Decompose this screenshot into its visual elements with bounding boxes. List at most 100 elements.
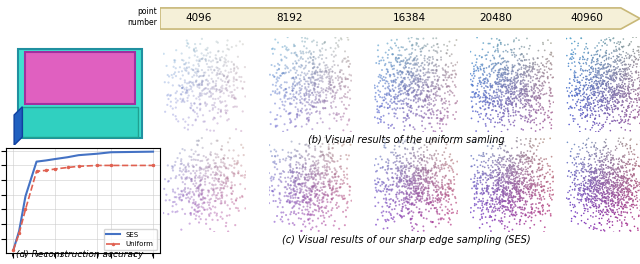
Point <box>431 84 442 89</box>
Point <box>529 107 539 111</box>
Point <box>375 189 385 193</box>
Point <box>527 69 538 74</box>
Point <box>565 105 575 109</box>
Point <box>540 175 550 179</box>
Point <box>513 165 524 169</box>
Point <box>299 92 309 96</box>
Point <box>513 197 524 202</box>
Point <box>499 114 509 118</box>
Point <box>331 187 341 191</box>
Point <box>479 77 489 81</box>
Point <box>418 172 428 176</box>
Point <box>166 93 176 97</box>
Point <box>609 158 619 162</box>
Point <box>581 83 591 87</box>
Point <box>500 192 511 196</box>
Point <box>515 159 525 164</box>
Point <box>237 109 248 114</box>
Point <box>527 68 537 72</box>
Point <box>609 78 619 82</box>
Point <box>526 178 536 182</box>
Point <box>616 86 626 90</box>
Point <box>602 96 612 100</box>
Point <box>573 154 584 159</box>
Point <box>398 120 408 124</box>
Point <box>235 195 245 200</box>
Point <box>502 191 513 195</box>
Point <box>391 192 401 197</box>
Point <box>330 63 340 67</box>
Point <box>326 197 337 201</box>
Point <box>421 178 431 183</box>
Point <box>516 58 526 63</box>
Point <box>520 161 530 165</box>
Point <box>589 201 599 205</box>
Point <box>516 180 527 184</box>
Point <box>511 176 521 180</box>
Point <box>603 166 613 170</box>
Point <box>387 208 397 212</box>
Point <box>637 46 640 50</box>
Point <box>312 172 323 176</box>
Point <box>318 185 328 189</box>
Point <box>299 44 309 48</box>
Point <box>488 99 499 103</box>
Point <box>614 201 624 205</box>
Point <box>577 108 588 112</box>
Point <box>569 195 579 200</box>
Point <box>470 174 480 178</box>
Point <box>525 145 536 149</box>
Point <box>209 187 219 191</box>
Point <box>507 199 517 203</box>
Point <box>499 191 509 195</box>
Point <box>497 118 507 122</box>
Point <box>303 217 314 221</box>
Point <box>286 210 296 214</box>
Point <box>328 78 338 82</box>
Point <box>507 68 517 72</box>
Point <box>511 113 521 117</box>
Point <box>621 195 632 199</box>
Point <box>404 194 414 198</box>
Point <box>504 195 515 200</box>
Point <box>615 182 625 186</box>
Point <box>419 73 429 78</box>
Point <box>198 74 209 78</box>
Point <box>600 144 611 148</box>
Point <box>480 98 490 102</box>
Point <box>494 206 504 211</box>
Point <box>619 74 629 78</box>
Point <box>416 64 426 68</box>
Point <box>419 166 429 170</box>
Point <box>430 162 440 166</box>
Point <box>428 110 438 115</box>
Point <box>602 195 612 199</box>
Point <box>632 115 640 119</box>
Point <box>422 192 433 196</box>
Point <box>577 195 587 199</box>
Point <box>436 119 447 123</box>
Point <box>189 53 200 58</box>
Point <box>399 124 410 128</box>
Point <box>292 115 302 120</box>
Point <box>342 59 353 63</box>
Point <box>313 158 323 163</box>
Point <box>619 59 629 64</box>
Point <box>410 74 420 79</box>
Point <box>406 91 417 95</box>
Point <box>504 229 514 233</box>
Point <box>483 85 493 89</box>
Point <box>509 86 520 90</box>
Point <box>374 62 384 66</box>
Point <box>631 162 640 166</box>
Point <box>511 103 521 107</box>
Point <box>312 85 323 89</box>
Point <box>469 163 479 167</box>
Point <box>510 182 520 186</box>
Point <box>331 76 341 80</box>
Point <box>493 180 504 184</box>
Point <box>410 202 420 207</box>
Point <box>396 168 406 172</box>
Point <box>399 163 410 168</box>
Point <box>285 162 296 166</box>
